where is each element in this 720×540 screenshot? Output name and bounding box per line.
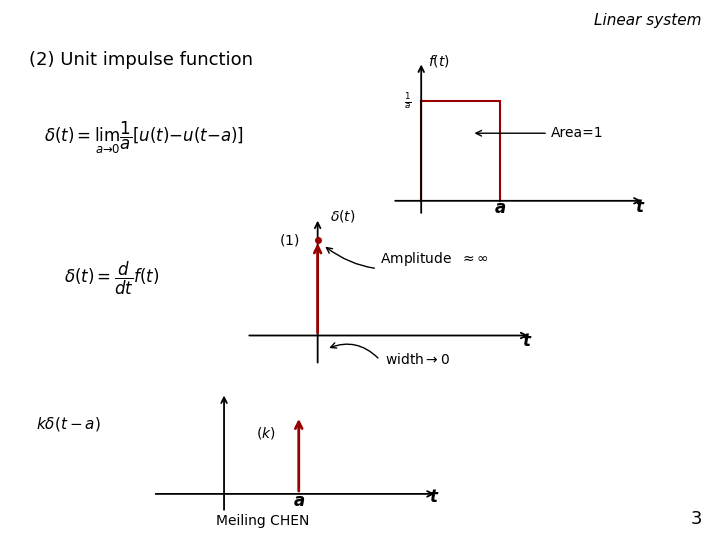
Text: $\boldsymbol{a}$: $\boldsymbol{a}$ bbox=[495, 199, 506, 217]
Text: $(k)$: $(k)$ bbox=[256, 425, 276, 441]
Text: $(1)$: $(1)$ bbox=[279, 232, 300, 248]
Text: $\delta(t) = \lim_{a \to 0}\dfrac{1}{a}[u(t)-u(t-a)]$: $\delta(t) = \lim_{a \to 0}\dfrac{1}{a}[… bbox=[44, 119, 244, 156]
Text: $k\delta(t-a)$: $k\delta(t-a)$ bbox=[36, 415, 101, 433]
Text: $\boldsymbol{t}$: $\boldsymbol{t}$ bbox=[428, 488, 439, 505]
Text: Area=1: Area=1 bbox=[476, 126, 603, 140]
Text: $\frac{1}{a}$: $\frac{1}{a}$ bbox=[403, 91, 411, 112]
Text: Linear system: Linear system bbox=[595, 14, 702, 29]
Text: $\delta(t)$: $\delta(t)$ bbox=[330, 208, 356, 224]
Text: $f(t)$: $f(t)$ bbox=[428, 53, 449, 69]
Text: Meiling CHEN: Meiling CHEN bbox=[216, 514, 310, 528]
Text: $\boldsymbol{a}$: $\boldsymbol{a}$ bbox=[292, 491, 305, 510]
Text: width$\rightarrow 0$: width$\rightarrow 0$ bbox=[385, 353, 450, 367]
Text: $\boldsymbol{t}$: $\boldsymbol{t}$ bbox=[635, 198, 645, 216]
Text: 3: 3 bbox=[690, 510, 702, 528]
Text: (2) Unit impulse function: (2) Unit impulse function bbox=[29, 51, 253, 69]
Text: $\boldsymbol{t}$: $\boldsymbol{t}$ bbox=[522, 332, 533, 350]
Text: $\delta(t) = \dfrac{d}{dt}f(t)$: $\delta(t) = \dfrac{d}{dt}f(t)$ bbox=[64, 260, 159, 296]
Text: Amplitude  $\approx \infty$: Amplitude $\approx \infty$ bbox=[326, 248, 489, 268]
